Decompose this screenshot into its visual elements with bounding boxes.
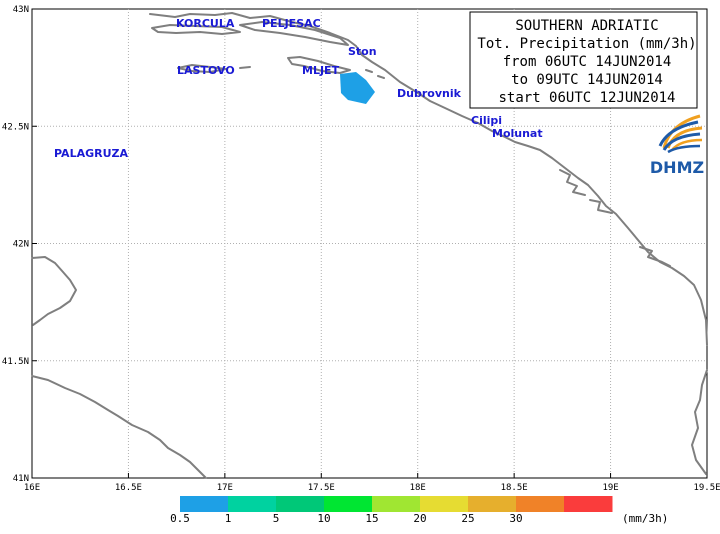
place-lastovo: LASTOVO: [177, 64, 235, 77]
lastovo-island: [177, 64, 227, 73]
legend-threshold-label: 20: [413, 512, 426, 525]
legend-swatch: [468, 496, 517, 512]
legend-threshold-label: 15: [365, 512, 378, 525]
place-cilipi: Cilipi: [471, 114, 502, 127]
mljet-island: [287, 56, 351, 74]
title-box-frame: [469, 11, 698, 109]
y-tick-label: 43N: [13, 5, 29, 15]
place-palagruza: PALAGRUZA: [54, 147, 128, 160]
legend-threshold-label: 30: [509, 512, 522, 525]
legend-swatch: [372, 496, 421, 512]
map-subtitle: Tot. Precipitation (mm/3h): [477, 36, 696, 52]
legend-swatch: [276, 496, 325, 512]
title-box: SOUTHERN ADRIATIC Tot. Precipitation (mm…: [469, 11, 698, 109]
place-dubrovnik: Dubrovnik: [397, 87, 462, 100]
legend-threshold-label: 1: [225, 512, 232, 525]
legend-threshold-label: 25: [461, 512, 474, 525]
croatian-coast: [149, 12, 708, 346]
legend-swatch: [324, 496, 373, 512]
korcula-island: [151, 24, 241, 35]
x-tick-label: 16E: [24, 483, 40, 493]
place-labels: KORCULA PELJESAC Ston LASTOVO MLJET Dubr…: [54, 17, 543, 160]
y-tick-label: 41.5N: [2, 357, 29, 367]
legend-threshold-label: 0.5: [170, 512, 190, 525]
place-mljet: MLJET: [302, 64, 340, 77]
lastovo-islet: [239, 66, 251, 69]
legend-threshold-label: 10: [317, 512, 330, 525]
x-tick-label: 19.5E: [693, 483, 720, 493]
precipitation-area: [340, 72, 375, 104]
y-tick-label: 42.5N: [2, 122, 29, 132]
x-tick-label: 17.5E: [308, 483, 335, 493]
legend-swatch: [420, 496, 469, 512]
elafiti-islands: [365, 69, 385, 79]
longitude-tick-labels: 16E 16.5E 17E 17.5E 18E 18.5E 19E 19.5E: [24, 483, 720, 493]
x-tick-label: 19E: [602, 483, 618, 493]
valid-from: from 06UTC 14JUN2014: [503, 54, 672, 70]
y-tick-label: 41N: [13, 474, 29, 484]
italian-coast-south: [31, 375, 207, 479]
place-molunat: Molunat: [492, 127, 543, 140]
albanian-coast: [691, 369, 708, 475]
peljesac-peninsula: [239, 21, 349, 46]
legend-swatch: [228, 496, 277, 512]
place-korcula: KORCULA: [176, 17, 235, 30]
legend-unit: (mm/3h): [622, 512, 668, 525]
x-tick-label: 18.5E: [501, 483, 528, 493]
coast-detail-1: [559, 169, 586, 196]
place-peljesac: PELJESAC: [262, 17, 321, 30]
italian-coast-gargano: [31, 256, 77, 326]
dhmz-swirl-logo: DHMZ: [650, 114, 704, 177]
coast-detail-2: [589, 199, 613, 214]
legend-swatch: [516, 496, 565, 512]
y-tick-label: 42N: [13, 240, 29, 250]
legend-swatch: [180, 496, 229, 512]
x-tick-label: 17E: [217, 483, 233, 493]
x-tick-label: 16.5E: [115, 483, 142, 493]
logo-swirl-icon: [658, 114, 703, 154]
precipitation-legend: 0.5 1 5 10 15 20 25 30: [170, 496, 613, 525]
legend-threshold-label: 5: [273, 512, 280, 525]
run-start: start 06UTC 12JUN2014: [498, 90, 675, 106]
latitude-tick-labels: 43N 42.5N 42N 41.5N 41N: [2, 5, 29, 484]
place-ston: Ston: [348, 45, 377, 58]
legend-swatch: [564, 496, 613, 512]
map-title: SOUTHERN ADRIATIC: [515, 18, 658, 34]
coastline: [31, 12, 708, 479]
coast-detail-3: [639, 246, 671, 267]
valid-to: to 09UTC 14JUN2014: [511, 72, 663, 88]
logo-text: DHMZ: [650, 158, 704, 177]
x-tick-label: 18E: [410, 483, 426, 493]
